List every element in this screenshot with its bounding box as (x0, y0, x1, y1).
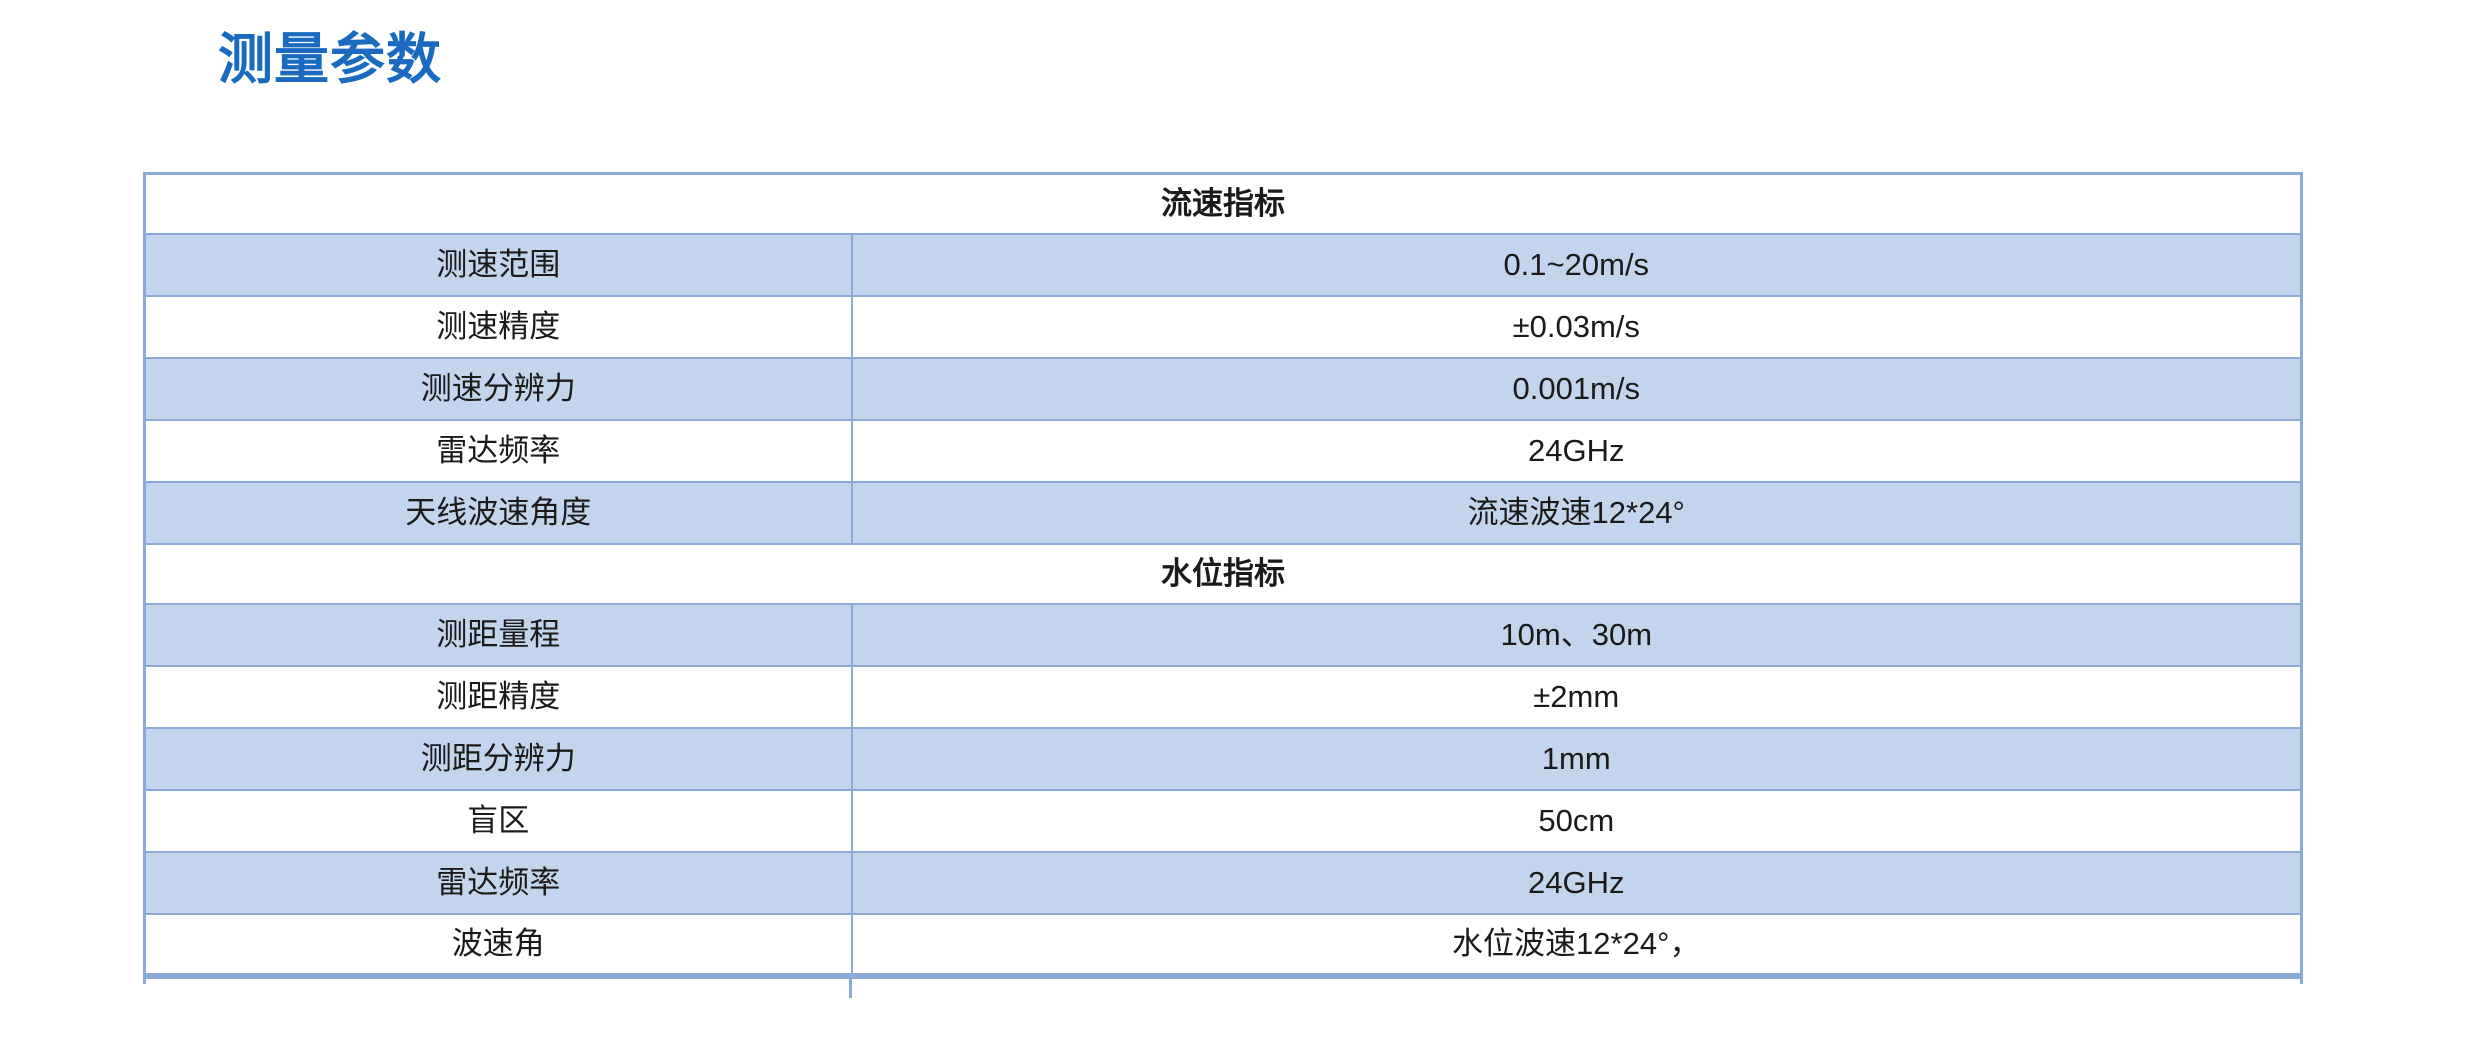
param-label-cell: 波速角 (143, 912, 853, 977)
param-label-cell: 雷达频率 (143, 418, 853, 483)
table-row: 天线波速角度 流速波速12*24° (143, 480, 2303, 545)
table-row: 测速精度 ±0.03m/s (143, 294, 2303, 359)
table-row: 测距量程 10m、30m (143, 602, 2303, 667)
param-label-cell: 测速分辨力 (143, 356, 853, 421)
param-label-cell: 测距分辨力 (143, 726, 853, 791)
param-value-cell: ±2mm (850, 664, 2303, 729)
param-label-cell: 测速范围 (143, 232, 853, 297)
table-row: 测速范围 0.1~20m/s (143, 232, 2303, 297)
border-tick-left (143, 974, 146, 984)
param-value-cell: 0.1~20m/s (850, 232, 2303, 297)
table-row: 盲区 50cm (143, 788, 2303, 853)
page-title: 测量参数 (218, 29, 443, 90)
param-value-cell: 流速波速12*24° (850, 480, 2303, 545)
table-row: 雷达频率 24GHz (143, 850, 2303, 915)
param-label-cell: 雷达频率 (143, 850, 853, 915)
border-tick-right (2300, 974, 2303, 984)
param-value-cell: 24GHz (850, 418, 2303, 483)
table-row: 雷达频率 24GHz (143, 418, 2303, 483)
section-header-cell: 流速指标 (143, 172, 2303, 235)
border-tick-middle (849, 974, 852, 998)
param-value-cell: 24GHz (850, 850, 2303, 915)
table-row: 波速角 水位波速12*24°， (143, 912, 2303, 977)
spec-table: 流速指标 测速范围 0.1~20m/s 测速精度 ±0.03m/s 测速分辨力 0.001m… (143, 172, 2303, 979)
table-row: 测速分辨力 0.001m/s (143, 356, 2303, 421)
section-header-row: 水位指标 (143, 542, 2303, 605)
table-row: 测距分辨力 1mm (143, 726, 2303, 791)
spec-table-body: 流速指标 测速范围 0.1~20m/s 测速精度 ±0.03m/s 测速分辨力 0.001m… (143, 172, 2303, 977)
param-label-cell: 测距量程 (143, 602, 853, 667)
section-header-row: 流速指标 (143, 172, 2303, 235)
param-value-cell: 0.001m/s (850, 356, 2303, 421)
param-value-cell: 50cm (850, 788, 2303, 853)
param-label-cell: 测速精度 (143, 294, 853, 359)
param-label-cell: 天线波速角度 (143, 480, 853, 545)
section-header-cell: 水位指标 (143, 542, 2303, 605)
param-value-cell: 水位波速12*24°， (850, 912, 2303, 977)
param-value-cell: 1mm (850, 726, 2303, 791)
table-row: 测距精度 ±2mm (143, 664, 2303, 729)
param-value-cell: 10m、30m (850, 602, 2303, 667)
param-label-cell: 测距精度 (143, 664, 853, 729)
param-label-cell: 盲区 (143, 788, 853, 853)
param-value-cell: ±0.03m/s (850, 294, 2303, 359)
